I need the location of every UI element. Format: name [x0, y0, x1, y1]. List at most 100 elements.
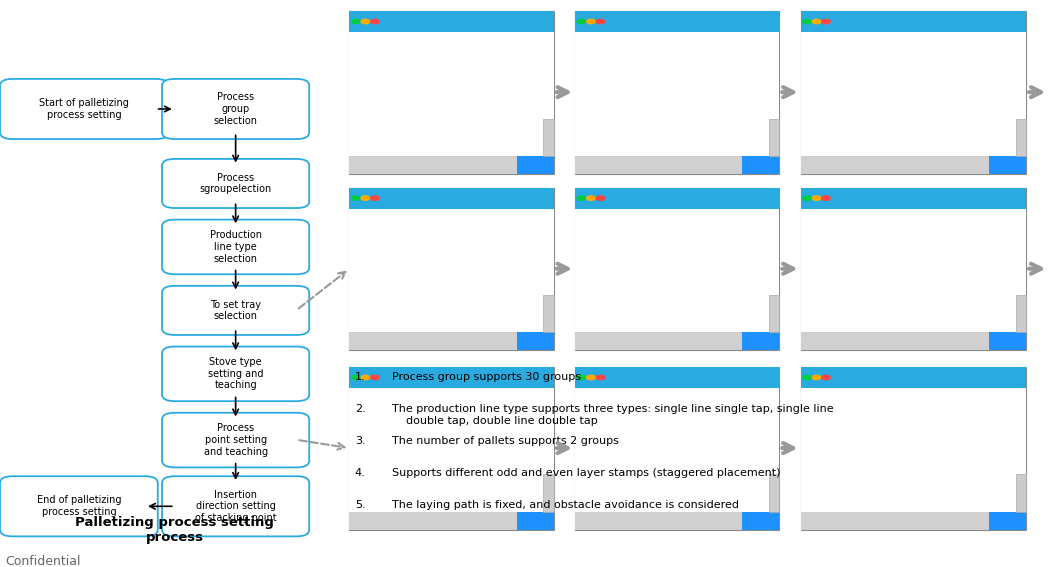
Text: To set tray
selection: To set tray selection [210, 299, 262, 321]
Circle shape [587, 196, 595, 200]
Circle shape [352, 196, 360, 200]
Text: Confidential: Confidential [5, 555, 80, 567]
FancyBboxPatch shape [989, 332, 1026, 350]
Text: 1.: 1. [355, 373, 365, 383]
Circle shape [361, 196, 370, 200]
Circle shape [577, 196, 586, 200]
FancyBboxPatch shape [742, 511, 779, 530]
Text: Palletizing process setting
process: Palletizing process setting process [75, 515, 274, 544]
Circle shape [577, 375, 586, 380]
Circle shape [371, 375, 379, 380]
FancyBboxPatch shape [349, 388, 554, 511]
FancyBboxPatch shape [801, 32, 1026, 155]
FancyBboxPatch shape [543, 475, 554, 511]
FancyBboxPatch shape [349, 332, 554, 350]
FancyBboxPatch shape [0, 476, 158, 536]
FancyBboxPatch shape [801, 188, 1026, 350]
FancyBboxPatch shape [517, 511, 554, 530]
FancyBboxPatch shape [162, 159, 309, 208]
Text: The number of pallets supports 2 groups: The number of pallets supports 2 groups [392, 437, 618, 446]
FancyBboxPatch shape [769, 475, 779, 511]
FancyBboxPatch shape [349, 188, 554, 350]
FancyBboxPatch shape [575, 367, 779, 530]
FancyBboxPatch shape [543, 119, 554, 155]
FancyBboxPatch shape [575, 11, 779, 174]
FancyBboxPatch shape [349, 155, 554, 174]
FancyBboxPatch shape [575, 367, 779, 388]
FancyBboxPatch shape [517, 332, 554, 350]
FancyBboxPatch shape [801, 188, 1026, 209]
Text: Process
point setting
and teaching: Process point setting and teaching [203, 424, 268, 456]
FancyBboxPatch shape [769, 295, 779, 332]
FancyBboxPatch shape [801, 367, 1026, 388]
Text: Process group supports 30 groups: Process group supports 30 groups [392, 373, 580, 383]
Circle shape [803, 196, 811, 200]
Text: 2.: 2. [355, 404, 365, 414]
Circle shape [352, 375, 360, 380]
FancyBboxPatch shape [801, 155, 1026, 174]
FancyBboxPatch shape [801, 209, 1026, 332]
FancyBboxPatch shape [742, 155, 779, 174]
FancyBboxPatch shape [1016, 475, 1026, 511]
FancyBboxPatch shape [162, 79, 309, 139]
FancyBboxPatch shape [769, 119, 779, 155]
Text: Insertion
direction setting
of stacking point: Insertion direction setting of stacking … [195, 490, 276, 523]
Circle shape [812, 375, 821, 380]
FancyBboxPatch shape [801, 332, 1026, 350]
FancyBboxPatch shape [575, 155, 779, 174]
FancyBboxPatch shape [801, 367, 1026, 530]
FancyBboxPatch shape [517, 155, 554, 174]
Text: 3.: 3. [355, 437, 365, 446]
FancyBboxPatch shape [575, 11, 779, 32]
FancyBboxPatch shape [801, 511, 1026, 530]
Text: Stove type
setting and
teaching: Stove type setting and teaching [208, 357, 264, 391]
Circle shape [371, 19, 379, 24]
FancyBboxPatch shape [349, 188, 554, 209]
FancyBboxPatch shape [801, 388, 1026, 511]
Text: The laying path is fixed, and obstacle avoidance is considered: The laying path is fixed, and obstacle a… [392, 501, 739, 510]
FancyBboxPatch shape [575, 511, 779, 530]
FancyBboxPatch shape [575, 332, 779, 350]
Circle shape [822, 19, 830, 24]
FancyBboxPatch shape [575, 188, 779, 350]
FancyBboxPatch shape [162, 286, 309, 335]
FancyBboxPatch shape [543, 295, 554, 332]
FancyBboxPatch shape [162, 476, 309, 536]
Circle shape [812, 196, 821, 200]
Text: The production line type supports three types: single line single tap, single li: The production line type supports three … [392, 404, 833, 426]
FancyBboxPatch shape [349, 11, 554, 32]
Text: Production
line type
selection: Production line type selection [210, 230, 262, 264]
Text: 5.: 5. [355, 501, 365, 510]
FancyBboxPatch shape [989, 511, 1026, 530]
Circle shape [803, 375, 811, 380]
FancyBboxPatch shape [349, 32, 554, 155]
FancyBboxPatch shape [575, 188, 779, 209]
Circle shape [822, 375, 830, 380]
FancyBboxPatch shape [1016, 295, 1026, 332]
Circle shape [361, 375, 370, 380]
Text: Process
sgroupelection: Process sgroupelection [199, 173, 272, 194]
Circle shape [371, 196, 379, 200]
Text: Supports different odd and even layer stamps (staggered placement): Supports different odd and even layer st… [392, 468, 780, 479]
Circle shape [587, 19, 595, 24]
Text: Start of palletizing
process setting: Start of palletizing process setting [39, 98, 129, 120]
Circle shape [812, 19, 821, 24]
Text: 4.: 4. [355, 468, 365, 479]
FancyBboxPatch shape [162, 219, 309, 274]
FancyBboxPatch shape [349, 11, 554, 174]
Circle shape [822, 196, 830, 200]
FancyBboxPatch shape [801, 11, 1026, 174]
Circle shape [803, 19, 811, 24]
Circle shape [352, 19, 360, 24]
FancyBboxPatch shape [989, 155, 1026, 174]
FancyBboxPatch shape [742, 332, 779, 350]
Circle shape [577, 19, 586, 24]
FancyBboxPatch shape [575, 388, 779, 511]
FancyBboxPatch shape [349, 511, 554, 530]
Text: End of palletizing
process setting: End of palletizing process setting [37, 496, 121, 517]
FancyBboxPatch shape [162, 346, 309, 401]
FancyBboxPatch shape [162, 413, 309, 467]
Circle shape [361, 19, 370, 24]
FancyBboxPatch shape [575, 209, 779, 332]
Circle shape [596, 196, 605, 200]
